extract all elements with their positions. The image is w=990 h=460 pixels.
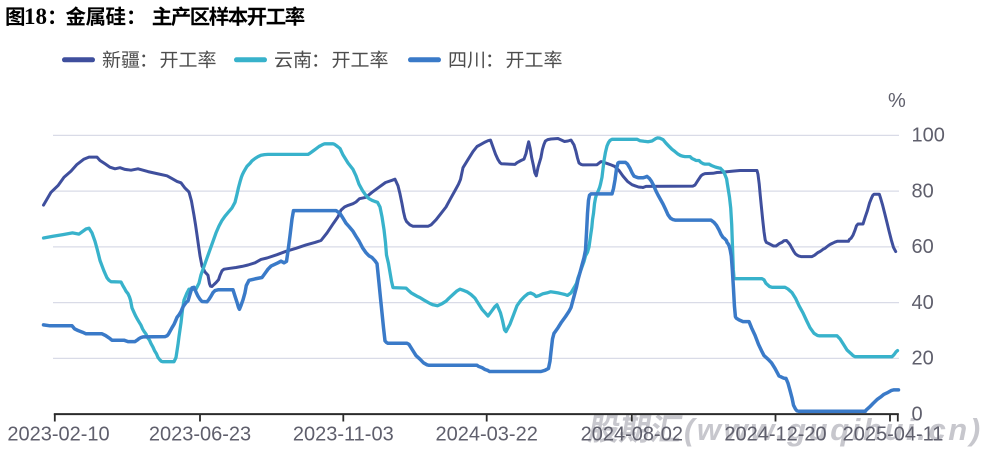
svg-text:40: 40	[912, 292, 934, 314]
svg-text:100: 100	[912, 125, 945, 147]
svg-text:2025-04-11: 2025-04-11	[843, 424, 944, 446]
svg-text:2024-03-22: 2024-03-22	[436, 424, 538, 446]
svg-text:20: 20	[912, 348, 934, 370]
svg-text:2024-08-02: 2024-08-02	[581, 424, 683, 446]
svg-text:2023-02-10: 2023-02-10	[7, 424, 109, 446]
svg-text:%: %	[888, 90, 906, 112]
svg-text:18: 18	[24, 4, 47, 29]
svg-text:60: 60	[912, 236, 934, 258]
svg-text:2023-06-23: 2023-06-23	[149, 424, 251, 446]
svg-text:80: 80	[912, 180, 934, 202]
svg-text:0: 0	[912, 403, 923, 425]
svg-text:2024-12-20: 2024-12-20	[724, 424, 826, 446]
svg-text:2023-11-03: 2023-11-03	[293, 424, 394, 446]
svg-text:(www.guqihui.cn): (www.guqihui.cn)	[684, 412, 983, 447]
